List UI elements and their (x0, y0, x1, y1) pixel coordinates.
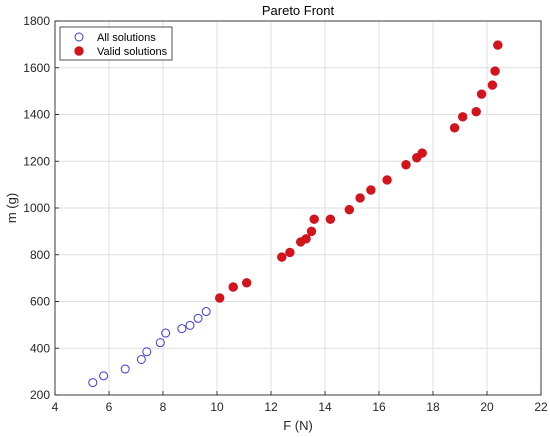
all-solution-point (120, 364, 130, 374)
valid-solution-point (344, 204, 354, 215)
valid-solution-point (242, 278, 252, 288)
valid-solutions-series (215, 40, 503, 303)
legend-label-all-solutions: All solutions (97, 32, 156, 44)
x-tick-label: 18 (426, 400, 440, 414)
all-solution-point (155, 338, 165, 348)
y-tick-labels: 200 400 600 800 1000 1200 1400 1600 1800 (23, 14, 50, 402)
x-tick-label: 4 (52, 400, 59, 414)
y-tick-label: 1600 (23, 61, 50, 75)
all-solution-point (161, 328, 171, 338)
valid-solution-point (285, 247, 295, 258)
legend-marker-all-solutions (74, 32, 84, 42)
y-tick-label: 200 (30, 388, 50, 402)
axes (54, 20, 542, 396)
x-tick-label: 20 (480, 400, 494, 414)
all-solution-point (201, 307, 211, 317)
valid-solution-point (476, 89, 487, 99)
valid-solution-point (306, 226, 317, 237)
valid-solution-point (366, 185, 376, 195)
legend-marker-valid-solutions (74, 46, 84, 56)
y-tick-label: 400 (30, 341, 50, 355)
valid-solution-point (228, 282, 238, 292)
legend-label-valid-solutions: Valid solutions (97, 46, 168, 58)
all-solution-point (99, 371, 109, 381)
y-tick-label: 1400 (23, 108, 50, 122)
valid-solution-point (493, 40, 503, 50)
valid-solution-point (215, 293, 225, 303)
x-tick-label: 8 (160, 400, 167, 414)
y-tick-label: 800 (30, 248, 50, 262)
y-axis-label: m (g) (4, 193, 19, 223)
x-tick-label: 14 (318, 400, 332, 414)
y-tick-label: 600 (30, 295, 50, 309)
valid-solution-point (401, 160, 411, 170)
valid-solution-point (277, 252, 287, 262)
y-tick-label: 1200 (23, 154, 50, 168)
valid-solution-point (382, 175, 392, 185)
all-solution-point (193, 313, 203, 323)
x-tick-label: 16 (372, 400, 386, 414)
valid-solution-point (490, 66, 500, 76)
x-axis-label: F (N) (283, 418, 313, 433)
x-tick-label: 12 (264, 400, 278, 414)
x-tick-labels: 4 6 8 10 12 14 16 18 20 22 (52, 400, 548, 414)
chart-title: Pareto Front (262, 3, 335, 18)
data-points (88, 40, 503, 388)
valid-solution-point (458, 112, 468, 122)
all-solution-point (88, 378, 98, 388)
all-solution-point (185, 320, 195, 330)
valid-solution-point (449, 123, 460, 133)
y-tick-label: 1000 (23, 201, 50, 215)
x-tick-label: 22 (534, 400, 548, 414)
x-tick-label: 6 (106, 400, 113, 414)
valid-solution-point (325, 214, 336, 224)
valid-solution-point (301, 234, 311, 244)
valid-solution-point (417, 148, 427, 158)
all-solution-point (142, 347, 152, 357)
legend: All solutions Valid solutions (59, 26, 173, 61)
x-tick-label: 10 (210, 400, 224, 414)
valid-solution-point (487, 80, 498, 90)
valid-solution-point (355, 193, 365, 203)
valid-solution-point (309, 214, 319, 224)
y-tick-label: 1800 (23, 14, 50, 28)
all-solution-point (136, 354, 146, 364)
all-solution-point (177, 324, 187, 334)
valid-solution-point (471, 106, 481, 117)
